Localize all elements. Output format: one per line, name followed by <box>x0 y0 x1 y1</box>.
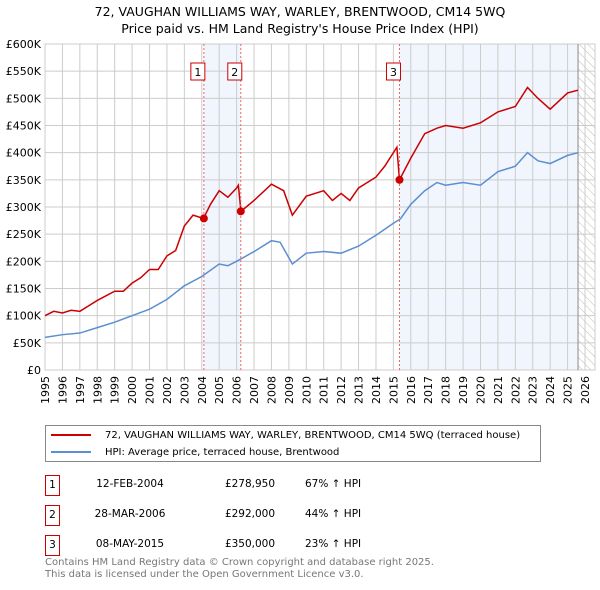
x-tick-label: 2026 <box>579 376 592 404</box>
sale-row: 1 12-FEB-2004 £278,950 67% ↑ HPI <box>45 475 445 496</box>
y-tick-label: £350K <box>6 174 42 187</box>
price-chart: £0 £50K £100K £150K £200K £250K £300K £350K £400… <box>6 38 596 404</box>
y-tick-label: £600K <box>6 38 42 51</box>
x-tick-label: 2025 <box>562 376 575 404</box>
sale-point <box>395 175 404 184</box>
sale-label-box <box>190 62 206 81</box>
x-tick-label: 2016 <box>405 376 418 404</box>
sale-label: 1 <box>194 66 201 79</box>
x-tick-label: 2009 <box>283 376 296 404</box>
x-tick-label: 2024 <box>544 376 557 404</box>
legend-label: HPI: Average price, terraced house, Bren… <box>105 446 340 458</box>
sale-date: 28-MAR-2006 <box>94 508 166 520</box>
x-tick-label: 2018 <box>440 376 453 404</box>
x-tick-label: 2007 <box>248 376 261 404</box>
x-tick-label: 2002 <box>161 376 174 404</box>
sale-price: £278,950 <box>224 478 276 490</box>
series-line <box>44 86 579 317</box>
sale-label: 3 <box>390 66 397 79</box>
x-tick-label: 2022 <box>509 376 522 404</box>
x-tick-label: 2005 <box>213 376 226 404</box>
x-tick-label: 2000 <box>126 376 139 404</box>
x-tick-label: 1996 <box>56 376 69 404</box>
subtitle-line: Price paid vs. HM Land Registry's House … <box>121 21 479 36</box>
chart-title: 72, VAUGHAN WILLIAMS WAY, WARLEY, BRENTW… <box>0 3 600 37</box>
y-tick-label: £450K <box>6 120 42 133</box>
x-tick-label: 2003 <box>178 376 191 404</box>
x-tick-label: 2008 <box>265 376 278 404</box>
legend: 72, VAUGHAN WILLIAMS WAY, WARLEY, BRENTW… <box>45 425 541 462</box>
sale-number: 1 <box>45 475 60 496</box>
x-tick-label: 2001 <box>144 376 157 404</box>
legend-item-property: 72, VAUGHAN WILLIAMS WAY, WARLEY, BRENTW… <box>46 427 520 443</box>
x-tick-label: 2012 <box>335 376 348 404</box>
y-tick-label: £0 <box>27 364 41 377</box>
footer: Contains HM Land Registry data © Crown c… <box>45 557 434 581</box>
y-tick-label: £250K <box>6 228 42 241</box>
copyright-text: Contains HM Land Registry data © Crown c… <box>45 557 434 568</box>
red-line-swatch <box>51 434 91 436</box>
sale-row: 2 28-MAR-2006 £292,000 44% ↑ HPI <box>45 505 445 526</box>
sale-label-box <box>385 62 401 81</box>
sale-date: 08-MAY-2015 <box>95 538 165 550</box>
y-tick-label: £300K <box>6 201 42 214</box>
sale-number: 3 <box>45 535 60 556</box>
x-tick-label: 2014 <box>370 376 383 404</box>
x-tick-label: 2004 <box>196 376 209 404</box>
legend-label: 72, VAUGHAN WILLIAMS WAY, WARLEY, BRENTW… <box>105 429 521 441</box>
x-tick-label: 1997 <box>74 376 87 404</box>
title-line: 72, VAUGHAN WILLIAMS WAY, WARLEY, BRENTW… <box>94 4 506 19</box>
x-tick-label: 2021 <box>492 376 505 404</box>
x-tick-label: 1998 <box>91 376 104 404</box>
y-tick-label: £500K <box>6 92 42 105</box>
sale-point <box>236 207 245 216</box>
x-tick-label: 2015 <box>387 376 400 404</box>
sale-hpi-diff: 44% ↑ HPI <box>305 508 362 520</box>
x-tick-label: 2010 <box>300 376 313 404</box>
y-tick-label: £50K <box>13 337 42 350</box>
sale-price: £350,000 <box>224 538 276 550</box>
sale-price: £292,000 <box>224 508 276 520</box>
y-tick-label: £150K <box>6 283 42 296</box>
x-tick-label: 2019 <box>457 376 470 404</box>
x-tick-label: 2011 <box>318 376 331 404</box>
sale-row: 3 08-MAY-2015 £350,000 23% ↑ HPI <box>45 535 445 556</box>
x-tick-label: 1999 <box>109 376 122 404</box>
y-tick-label: £100K <box>6 310 42 323</box>
blue-line-swatch <box>51 451 91 453</box>
y-tick-label: £400K <box>6 147 42 160</box>
x-tick-label: 2023 <box>527 376 540 404</box>
y-tick-label: £200K <box>6 255 42 268</box>
sale-hpi-diff: 67% ↑ HPI <box>305 478 362 490</box>
x-tick-label: 2020 <box>474 376 487 404</box>
y-tick-label: £550K <box>6 65 42 78</box>
series-line <box>44 151 579 339</box>
sale-label: 2 <box>231 66 238 79</box>
licence-text: This data is licensed under the Open Gov… <box>45 569 364 580</box>
sale-number: 2 <box>45 505 60 526</box>
x-tick-label: 2013 <box>353 376 366 404</box>
x-tick-label: 2017 <box>422 376 435 404</box>
x-tick-label: 2006 <box>231 376 244 404</box>
legend-item-hpi: HPI: Average price, terraced house, Bren… <box>46 444 339 460</box>
sale-date: 12-FEB-2004 <box>96 478 164 490</box>
sale-label-box <box>227 62 243 81</box>
sale-hpi-diff: 23% ↑ HPI <box>305 538 362 550</box>
x-tick-label: 1995 <box>39 376 52 404</box>
sale-point <box>199 214 208 223</box>
